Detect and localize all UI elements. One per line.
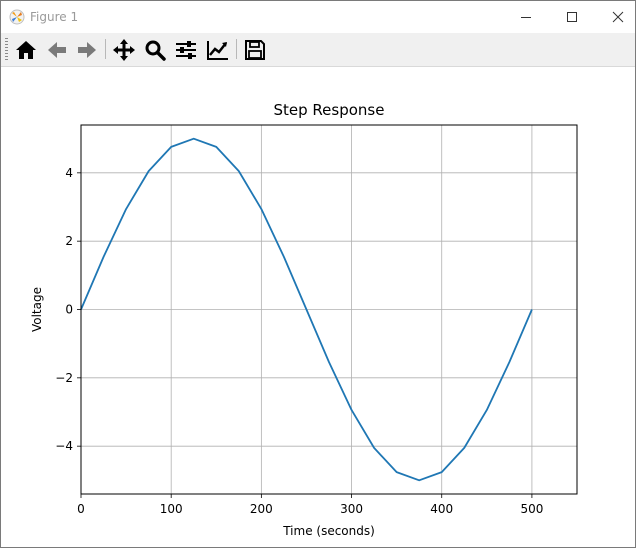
home-button[interactable] [12, 36, 40, 64]
x-tick-label: 400 [430, 502, 453, 516]
x-tick-label: 200 [250, 502, 273, 516]
series-layer [80, 137, 533, 482]
sliders-icon [176, 41, 196, 59]
window-title: Figure 1 [30, 10, 79, 24]
home-icon [16, 41, 36, 59]
minimize-icon [521, 17, 531, 18]
maximize-icon [567, 12, 577, 22]
edit-axis-button[interactable] [204, 36, 232, 64]
arrow-right-icon [78, 42, 96, 58]
navigation-toolbar [1, 33, 635, 67]
y-tick-label: 0 [65, 303, 73, 317]
x-tick-label: 0 [77, 502, 85, 516]
x-tick-label: 500 [520, 502, 543, 516]
y-tick-label: 4 [65, 166, 73, 180]
pan-button[interactable] [110, 36, 138, 64]
toolbar-separator [105, 39, 106, 59]
move-icon [113, 39, 135, 61]
chart-title: Step Response [274, 101, 385, 119]
x-axis-label: Time (seconds) [282, 524, 375, 538]
y-tick-label: 2 [65, 234, 73, 248]
toolbar-grip[interactable] [5, 38, 8, 60]
y-tick-label: −2 [55, 371, 73, 385]
configure-subplots-button[interactable] [172, 36, 200, 64]
arrow-left-icon [48, 42, 66, 58]
x-tick-label: 100 [160, 502, 183, 516]
chart[interactable]: 0 100 200 300 400 500 4 2 0 −2 −4 Step Response Ti… [1, 67, 635, 547]
minimize-button[interactable] [503, 1, 549, 33]
title-bar: Figure 1 [1, 1, 635, 33]
x-tick-label: 300 [340, 502, 363, 516]
toolbar-separator [236, 39, 237, 59]
save-button[interactable] [241, 36, 269, 64]
maximize-button[interactable] [549, 1, 595, 33]
zoom-button[interactable] [141, 36, 169, 64]
floppy-disk-icon [245, 40, 265, 60]
close-icon [612, 11, 624, 23]
magnifier-icon [145, 40, 166, 61]
close-button[interactable] [595, 1, 635, 33]
matplotlib-logo-icon [9, 9, 25, 25]
forward-button[interactable] [73, 36, 101, 64]
line-chart-icon [207, 41, 228, 60]
y-axis-label: Voltage [30, 287, 44, 332]
y-tick-label: −4 [55, 439, 73, 453]
voltage-series-line [80, 137, 533, 482]
back-button[interactable] [43, 36, 71, 64]
figure-canvas[interactable]: 0 100 200 300 400 500 4 2 0 −2 −4 Step Response Ti… [1, 67, 635, 547]
ticks: 0 100 200 300 400 500 4 2 0 −2 −4 [55, 166, 543, 516]
